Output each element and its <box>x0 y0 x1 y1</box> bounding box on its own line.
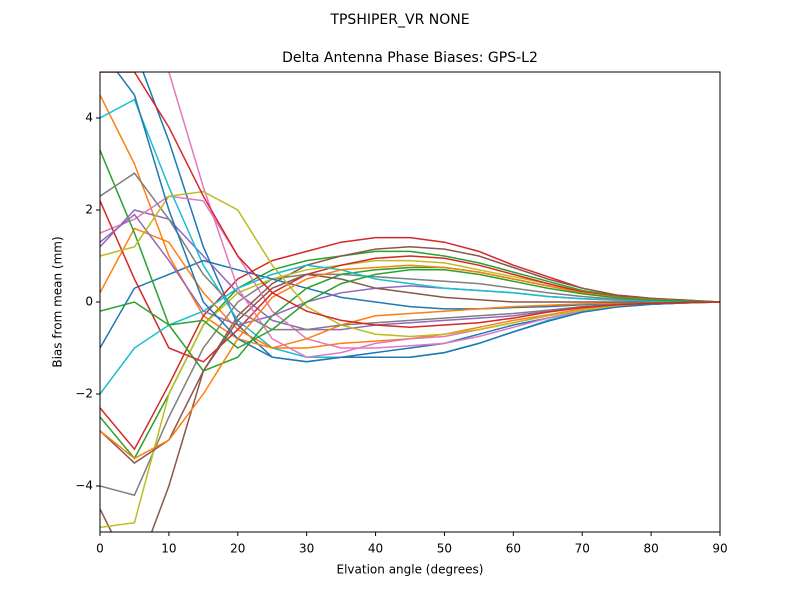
x-tick-label: 0 <box>96 542 104 556</box>
series-line <box>116 72 720 363</box>
y-tick-label: −2 <box>75 387 93 401</box>
y-axis-label: Bias from mean (mm) <box>51 236 65 367</box>
x-tick-label: 60 <box>506 542 521 556</box>
y-tick-label: 4 <box>85 111 93 125</box>
suptitle: TPSHIPER_VR NONE <box>329 12 469 28</box>
x-tick-label: 20 <box>230 542 245 556</box>
x-tick-label: 90 <box>712 542 727 556</box>
series-line <box>100 269 720 349</box>
chart-title: Delta Antenna Phase Biases: GPS-L2 <box>282 50 538 66</box>
x-tick-label: 10 <box>161 542 176 556</box>
y-tick-label: −4 <box>75 479 93 493</box>
x-axis-label: Elvation angle (degrees) <box>337 563 484 577</box>
x-tick-label: 70 <box>575 542 590 556</box>
series-line <box>100 227 720 349</box>
series-line <box>100 273 720 497</box>
series-line <box>100 98 720 358</box>
y-tick-label: 2 <box>85 203 93 217</box>
series-line <box>100 190 720 338</box>
series-line <box>100 264 720 395</box>
series-line <box>100 72 720 329</box>
y-tick-label: 0 <box>85 295 93 309</box>
series-line <box>100 195 720 349</box>
plot-area <box>100 72 720 532</box>
x-tick-label: 40 <box>368 542 383 556</box>
series-line <box>100 94 720 349</box>
series-line <box>100 273 720 464</box>
x-tick-label: 50 <box>437 542 452 556</box>
x-tick-label: 30 <box>299 542 314 556</box>
series-line <box>100 264 720 460</box>
series-line <box>100 250 720 460</box>
x-tick-label: 80 <box>643 542 658 556</box>
